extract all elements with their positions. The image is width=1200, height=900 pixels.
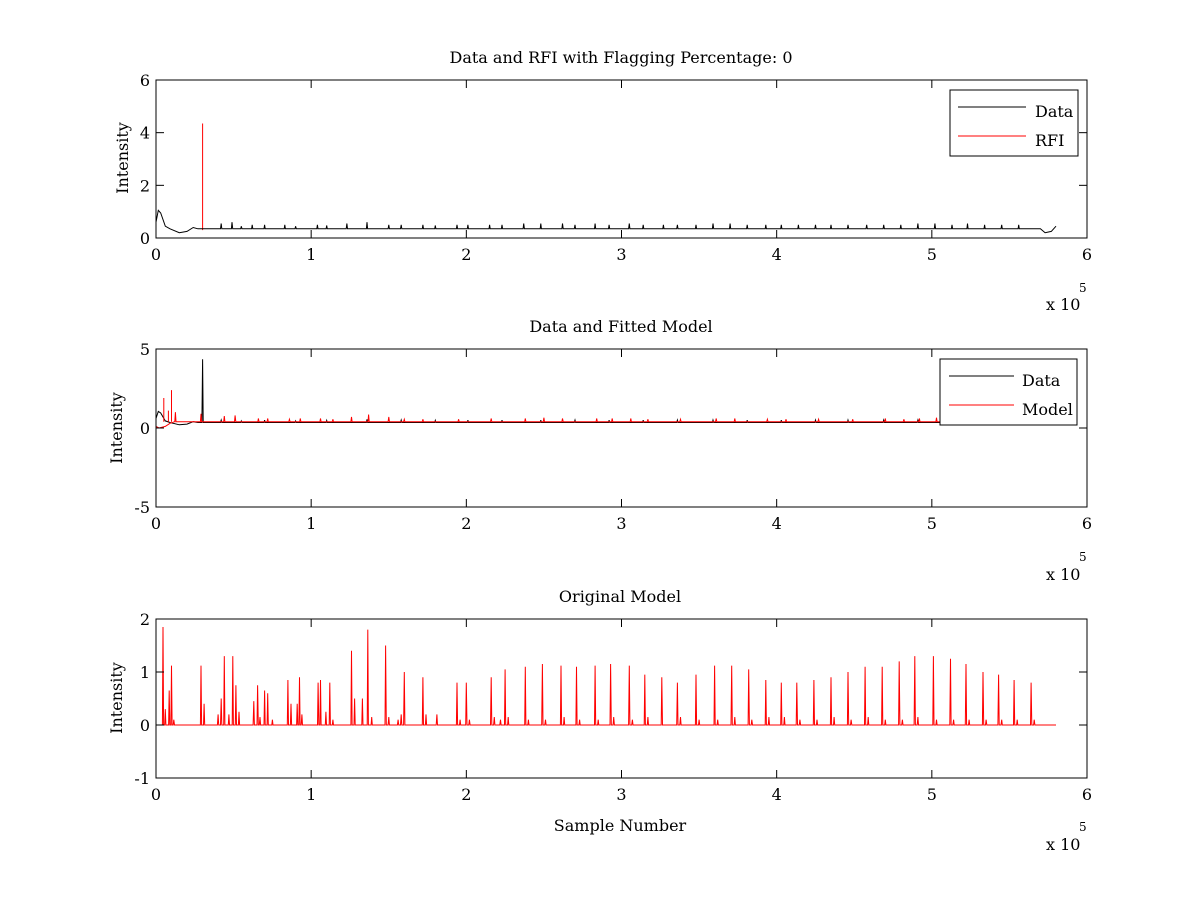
panel-3-x-tick-label: 0 (151, 785, 161, 804)
panel-3-x-multiplier-exponent: 5 (1079, 820, 1087, 834)
panel-1-series-data-line (155, 209, 1057, 234)
panel-3-x-tick-label: 2 (461, 785, 471, 804)
panel-2-x-multiplier: x 10 (1046, 565, 1080, 584)
panel-3-x-tick-label: 4 (772, 785, 782, 804)
panel-1-y-tick-label: 6 (140, 71, 150, 90)
panel-3-x-tick-label: 1 (306, 785, 316, 804)
panel-1-legend-label-data: Data (1035, 102, 1074, 121)
panel-1-y-tick-label: 2 (140, 176, 150, 195)
panel-1-x-tick-label: 1 (306, 245, 316, 264)
panel-1-legend-box (949, 89, 1079, 157)
panel-2-title: Data and Fitted Model (529, 317, 712, 336)
panel-1-x-tick-label: 6 (1082, 245, 1092, 264)
panel-2-y-tick-label: 0 (140, 419, 150, 438)
panel-2-x-tick-label: 6 (1082, 514, 1092, 533)
panel-1-x-multiplier: x 10 (1046, 295, 1080, 314)
panel-2-x-tick-label: 3 (616, 514, 626, 533)
panel-1-x-tick-label: 5 (927, 245, 937, 264)
panel-3-x-multiplier: x 10 (1046, 835, 1080, 854)
panel-3-title: Original Model (559, 587, 681, 606)
panel-2-x-tick-label: 1 (306, 514, 316, 533)
panel-1-x-tick-label: 3 (616, 245, 626, 264)
panel-2-legend-label-data: Data (1022, 371, 1061, 390)
panel-2-x-tick-label: 4 (772, 514, 782, 533)
panel-2-x-tick-label: 5 (927, 514, 937, 533)
panel-1-y-tick-label: 4 (140, 124, 150, 143)
panel-3-y-tick-label: -1 (134, 769, 150, 788)
panel-2-y-tick-label: 5 (140, 340, 150, 359)
panel-2-legend: Data Model (939, 358, 1078, 426)
panel-2-plot-area: 0 1 2 3 4 5 6-505 (134, 340, 1092, 533)
panel-3-xlabel: Sample Number (554, 816, 687, 835)
panel-3-y-tick-label: 1 (140, 663, 150, 682)
panel-3-y-tick-label: 2 (140, 610, 150, 629)
panel-1-legend-label-rfi: RFI (1035, 131, 1064, 150)
panel-3-x-tick-label: 5 (927, 785, 937, 804)
panel-1-ylabel: Intensity (113, 122, 132, 194)
panel-2-legend-box (939, 358, 1078, 426)
panel-1-x-multiplier-exponent: 5 (1079, 281, 1087, 295)
panel-1-legend: Data RFI (949, 89, 1079, 157)
panel-1-plot-area: 0 1 2 3 4 5 6 0 2 4 6 (140, 71, 1092, 264)
panel-3-series-signal-line (156, 626, 1056, 726)
panel-2-ylabel: Intensity (107, 392, 126, 464)
panel-2-series-model-line (155, 390, 1056, 429)
panel-3-y-tick-label: 0 (140, 716, 150, 735)
panel-1-x-tick-label: 0 (151, 245, 161, 264)
panel-2-legend-label-model: Model (1022, 400, 1073, 419)
panel-1: Data and RFI with Flagging Percentage: 0… (113, 48, 1092, 314)
panel-2: Data and Fitted Model Intensity 0 1 2 3 4 5 6 -… (107, 317, 1092, 584)
panel-3-x-tick-label: 6 (1082, 785, 1092, 804)
panel-2-x-tick-label: 2 (461, 514, 471, 533)
panel-1-y-tick-label: 0 (140, 229, 150, 248)
panel-2-y-tick-label: -5 (134, 498, 150, 517)
panel-1-x-tick-label: 2 (461, 245, 471, 264)
panel-1-x-tick-label: 4 (772, 245, 782, 264)
panel-3-x-tick-label: 3 (616, 785, 626, 804)
panel-2-x-tick-label: 0 (151, 514, 161, 533)
panel-1-title: Data and RFI with Flagging Percentage: 0 (449, 48, 792, 67)
panel-3-ylabel: Intensity (107, 662, 126, 734)
panel-2-x-multiplier-exponent: 5 (1079, 550, 1087, 564)
